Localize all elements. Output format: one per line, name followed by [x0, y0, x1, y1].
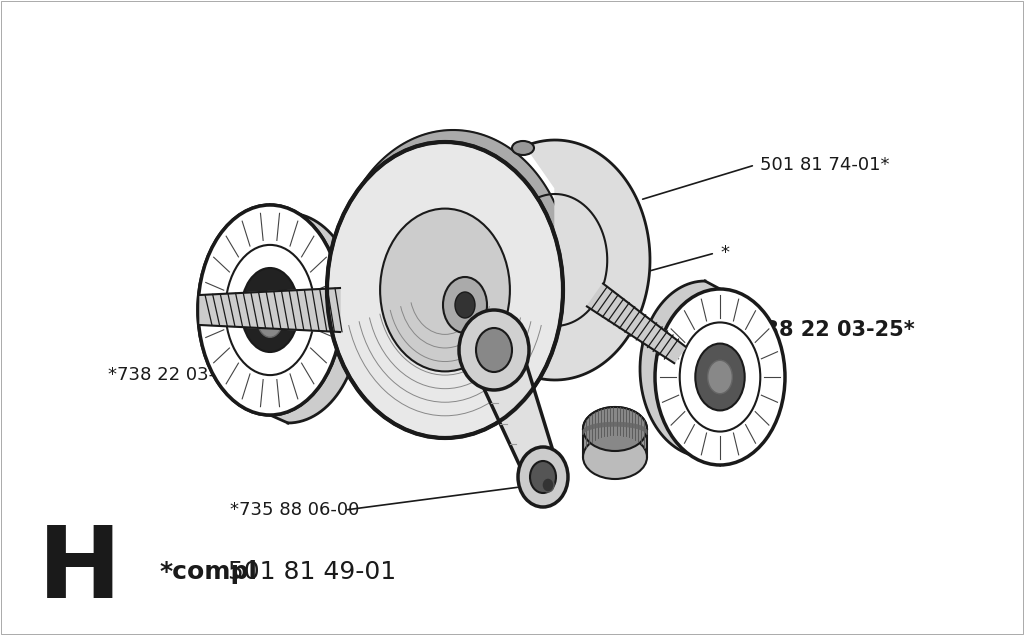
Ellipse shape [225, 245, 314, 375]
Text: 501 81 74-01*: 501 81 74-01* [760, 156, 890, 174]
Ellipse shape [476, 328, 512, 372]
Ellipse shape [455, 292, 475, 318]
Polygon shape [200, 288, 340, 332]
Text: 738 22 03-25*: 738 22 03-25* [750, 320, 914, 340]
Text: *735 88 06-00: *735 88 06-00 [230, 501, 359, 519]
Ellipse shape [695, 344, 744, 410]
Ellipse shape [655, 289, 785, 465]
Polygon shape [587, 284, 686, 363]
Ellipse shape [530, 461, 556, 493]
Ellipse shape [680, 323, 760, 432]
Ellipse shape [542, 478, 554, 492]
Polygon shape [333, 130, 565, 244]
Text: *: * [720, 244, 729, 262]
Polygon shape [440, 285, 530, 405]
Polygon shape [270, 205, 360, 423]
Text: 501 81 49-01: 501 81 49-01 [228, 560, 396, 584]
Ellipse shape [583, 435, 647, 479]
Ellipse shape [198, 205, 342, 415]
Ellipse shape [583, 407, 647, 451]
Text: *738 22 03-25: *738 22 03-25 [108, 366, 239, 384]
Polygon shape [640, 281, 720, 465]
Ellipse shape [459, 310, 529, 390]
Polygon shape [525, 140, 650, 380]
Ellipse shape [380, 209, 510, 371]
Ellipse shape [443, 277, 487, 333]
Polygon shape [583, 407, 647, 457]
Ellipse shape [512, 141, 534, 155]
Ellipse shape [242, 268, 299, 352]
Polygon shape [466, 350, 561, 477]
Ellipse shape [198, 205, 342, 415]
Ellipse shape [257, 300, 283, 337]
Ellipse shape [327, 142, 563, 438]
Ellipse shape [708, 360, 732, 394]
Text: *compl: *compl [160, 560, 258, 584]
Text: H: H [38, 521, 122, 618]
Ellipse shape [518, 447, 568, 507]
